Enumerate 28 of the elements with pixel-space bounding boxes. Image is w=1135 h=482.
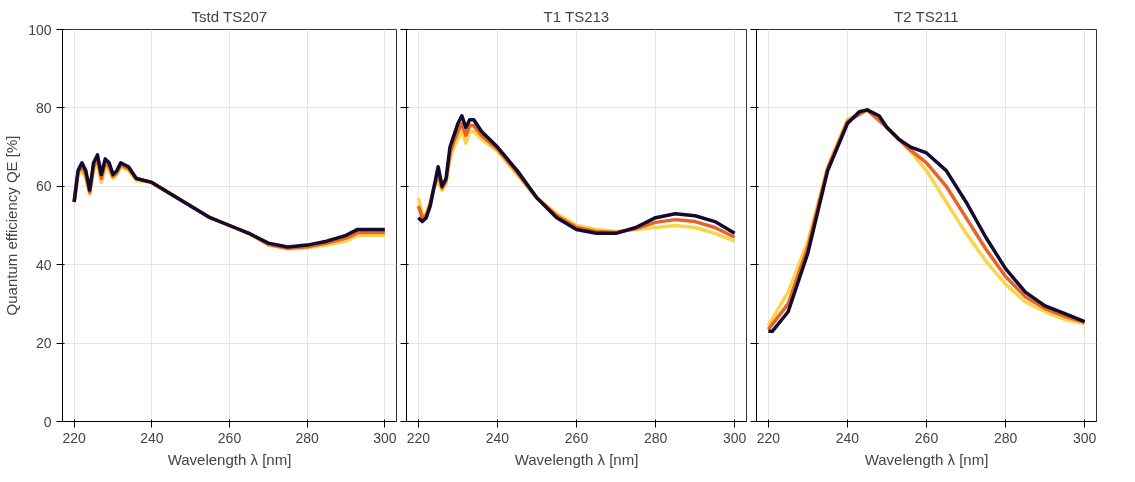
chart-title: T2 TS211 [894,7,959,25]
x-tick-label: 280 [993,429,1018,446]
x-axis-title: Wavelength λ [nm] [514,450,639,468]
x-tick-label: 260 [564,429,589,446]
chart-title: Tstd TS207 [191,7,268,25]
x-tick-label: 240 [835,429,860,446]
x-tick-label: 300 [373,429,397,446]
x-tick-label: 300 [1072,429,1097,446]
chart-title: T1 TS213 [543,7,610,25]
y-tick-label: 40 [35,256,52,273]
y-tick-label: 60 [35,178,52,195]
y-tick-label: 100 [28,21,52,38]
x-tick-label: 260 [217,429,242,446]
y-tick-label: 80 [35,99,52,116]
y-tick-label: 0 [43,413,52,430]
x-tick-label: 220 [756,429,781,446]
x-tick-label: 280 [295,429,320,446]
x-tick-label: 280 [643,429,668,446]
y-axis-title: Quantum efficiency QE [%] [3,135,21,316]
y-tick-label: 20 [35,335,52,352]
x-tick-label: 240 [140,429,164,446]
x-tick-label: 300 [722,429,747,446]
x-tick-label: 240 [485,429,510,446]
x-tick-label: 220 [62,429,87,446]
x-tick-label: 220 [406,429,431,446]
x-tick-label: 260 [914,429,939,446]
x-axis-title: Wavelength λ [nm] [864,450,989,468]
x-axis-title: Wavelength λ [nm] [167,450,292,468]
